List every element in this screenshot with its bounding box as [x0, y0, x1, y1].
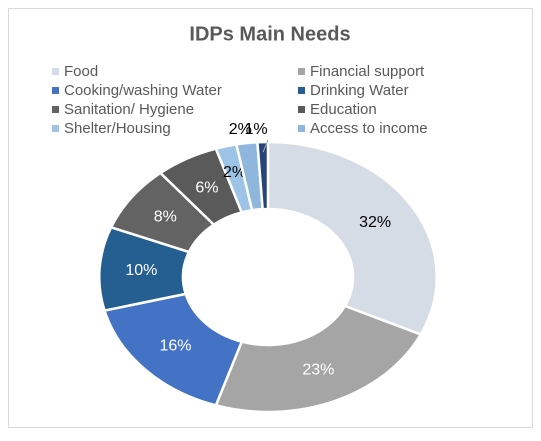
legend-swatch [298, 125, 305, 132]
legend-label: Cooking/washing Water [64, 82, 222, 99]
legend-swatch [298, 106, 305, 113]
legend-label: Sanitation/ Hygiene [64, 101, 194, 118]
legend-label: Financial support [310, 63, 425, 80]
data-label: 2% [229, 121, 252, 138]
donut-slice [256, 140, 270, 211]
data-label: 2% [223, 164, 246, 181]
legend-swatch [298, 68, 305, 75]
data-label: 1% [244, 121, 267, 138]
data-label: 10% [125, 262, 157, 279]
legend-label: Education [310, 101, 377, 118]
legend-label: Shelter/Housing [64, 120, 171, 137]
legend-label: Access to income [310, 120, 428, 137]
legend-swatch [52, 87, 59, 94]
chart-title: IDPs Main Needs [189, 23, 350, 45]
data-label: 32% [359, 214, 391, 231]
donut-slice [214, 304, 423, 414]
legend-swatch [52, 125, 59, 132]
data-label: 8% [154, 209, 177, 226]
legend-swatch [298, 87, 305, 94]
legend-label: Drinking Water [310, 82, 409, 99]
donut-slice [266, 140, 438, 337]
data-label: 6% [195, 179, 218, 196]
legend-swatch [52, 106, 59, 113]
leader-line [262, 139, 269, 153]
legend-swatch [52, 68, 59, 75]
data-label: 23% [302, 361, 334, 378]
data-label: 16% [159, 338, 191, 355]
legend-label: Food [64, 63, 98, 80]
